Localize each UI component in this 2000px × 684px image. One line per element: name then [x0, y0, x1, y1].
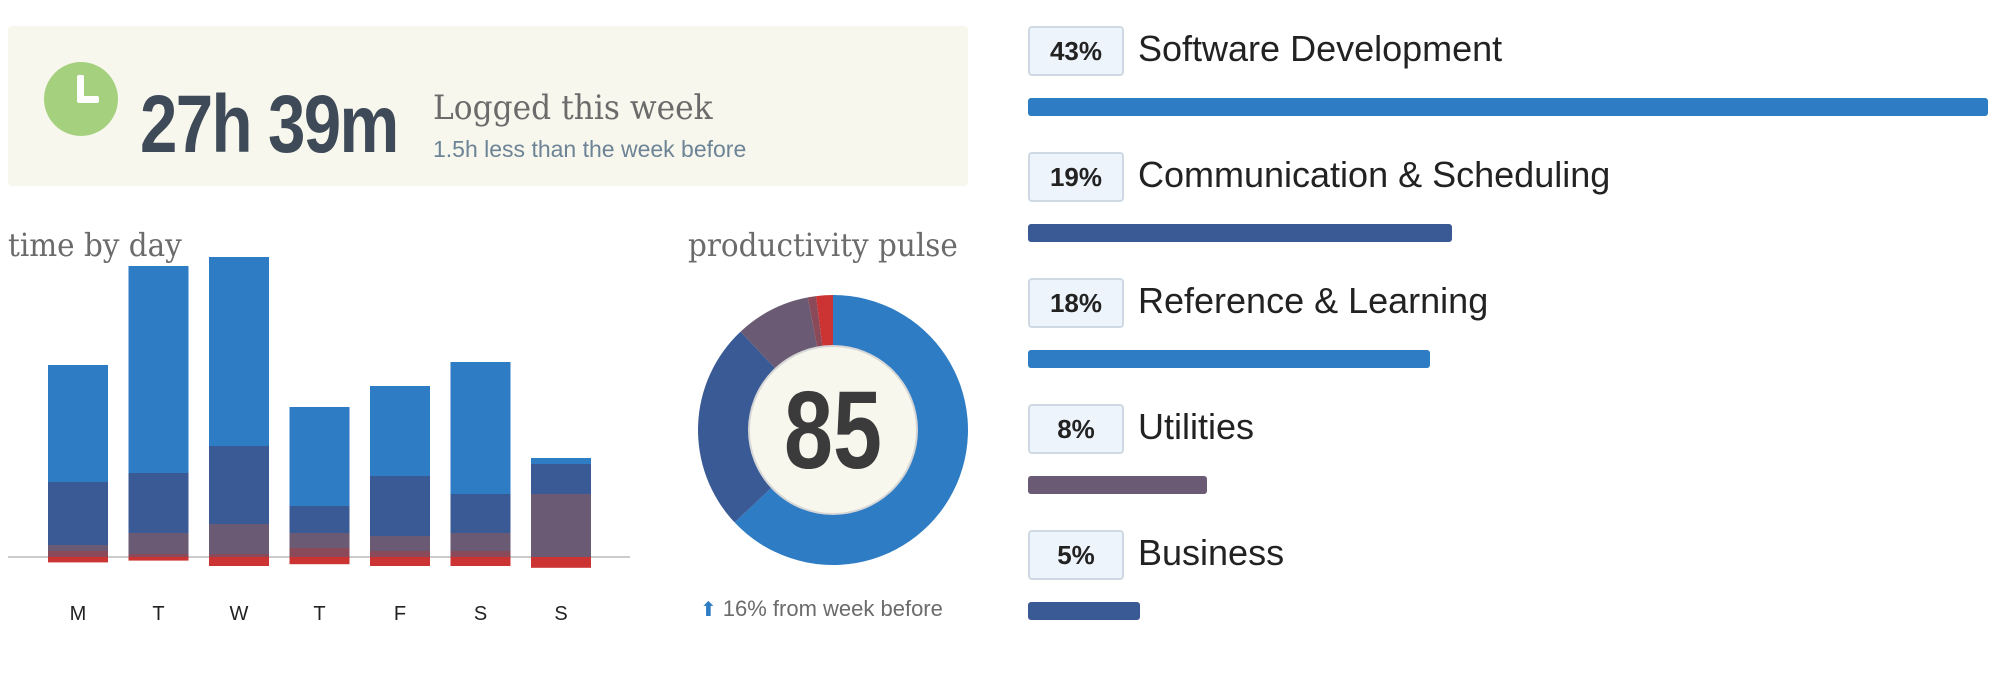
- category-percent-badge: 18%: [1028, 278, 1124, 328]
- category-item[interactable]: 19% Communication & Scheduling: [1028, 152, 2000, 272]
- day-tick-label: W: [230, 603, 249, 625]
- bar-segment[interactable]: [531, 458, 591, 464]
- pulse-slice[interactable]: [807, 296, 823, 348]
- category-item[interactable]: 8% Utilities: [1028, 404, 2000, 524]
- bar-segment[interactable]: [450, 362, 511, 494]
- category-bar-fill: [1028, 98, 1988, 116]
- pulse-slice[interactable]: [816, 295, 833, 347]
- bar-segment[interactable]: [289, 557, 350, 565]
- bar-segment[interactable]: [209, 446, 269, 524]
- pulse-score: 85: [784, 370, 882, 493]
- bar-segment[interactable]: [289, 407, 350, 506]
- total-logged-time: 27h 39m: [140, 79, 399, 170]
- bar-segment[interactable]: [209, 557, 269, 566]
- bar-segment[interactable]: [370, 557, 430, 566]
- bar-segment[interactable]: [450, 494, 511, 533]
- pulse-slice[interactable]: [734, 295, 968, 565]
- category-bar-fill: [1028, 224, 1453, 242]
- bar-segment[interactable]: [450, 551, 511, 557]
- bar-segment[interactable]: [209, 554, 269, 557]
- category-bar-track: [1028, 476, 1988, 494]
- pulse-slice[interactable]: [698, 331, 776, 523]
- bar-segment[interactable]: [209, 524, 269, 554]
- bar-segment[interactable]: [289, 533, 350, 548]
- bar-segment[interactable]: [128, 533, 189, 554]
- pulse-center: [748, 345, 918, 515]
- category-bar-track: [1028, 602, 1988, 620]
- category-name: Reference & Learning: [1138, 280, 1489, 321]
- logged-this-week-label: Logged this week: [433, 88, 713, 128]
- weekly-summary-panel: 27h 39m Logged this week 1.5h less than …: [8, 26, 968, 186]
- bar-segment[interactable]: [128, 557, 189, 561]
- category-bar-track: [1028, 224, 1988, 242]
- category-name: Software Development: [1138, 28, 1503, 69]
- pulse-change-note: ⬆ 16% from week before: [700, 596, 943, 622]
- bar-segment[interactable]: [450, 533, 511, 551]
- day-tick-label: T: [313, 603, 325, 625]
- category-name: Business: [1138, 532, 1285, 573]
- day-tick-label: S: [554, 603, 567, 625]
- day-tick-label: S: [474, 603, 487, 625]
- bar-segment[interactable]: [128, 266, 189, 473]
- category-percent-badge: 19%: [1028, 152, 1124, 202]
- category-bar-track: [1028, 98, 1988, 116]
- clock-icon: [44, 62, 118, 136]
- category-item[interactable]: 5% Business: [1028, 530, 2000, 650]
- bar-segment[interactable]: [48, 545, 108, 551]
- category-bar-fill: [1028, 602, 1140, 620]
- day-tick-label: F: [394, 603, 406, 625]
- category-item[interactable]: 18% Reference & Learning: [1028, 278, 2000, 398]
- bar-segment[interactable]: [48, 551, 108, 557]
- productivity-pulse-chart: 85: [698, 295, 968, 565]
- bar-segment[interactable]: [128, 473, 189, 533]
- category-name: Utilities: [1138, 406, 1255, 447]
- bar-segment[interactable]: [531, 557, 591, 568]
- day-tick-label: M: [70, 603, 87, 625]
- bar-segment[interactable]: [289, 548, 350, 557]
- bar-segment[interactable]: [370, 476, 430, 536]
- category-percent-badge: 5%: [1028, 530, 1124, 580]
- category-percent-badge: 43%: [1028, 26, 1124, 76]
- category-percent-badge: 8%: [1028, 404, 1124, 454]
- category-bar-track: [1028, 350, 1988, 368]
- time-by-day-title: time by day: [8, 226, 182, 264]
- day-tick-label: T: [152, 603, 164, 625]
- bar-segment[interactable]: [370, 386, 430, 476]
- category-bar-fill: [1028, 350, 1430, 368]
- bar-segment[interactable]: [48, 482, 108, 545]
- bar-segment[interactable]: [209, 257, 269, 446]
- bar-segment[interactable]: [370, 551, 430, 557]
- bar-segment[interactable]: [531, 464, 591, 494]
- bar-segment[interactable]: [531, 494, 591, 557]
- bar-segment[interactable]: [48, 365, 108, 482]
- pulse-change-text: 16% from week before: [722, 596, 943, 621]
- bar-segment[interactable]: [128, 554, 189, 557]
- arrow-up-icon: ⬆: [700, 599, 717, 621]
- bar-segment[interactable]: [48, 557, 108, 563]
- bar-segment[interactable]: [450, 557, 511, 566]
- pulse-slice[interactable]: [740, 297, 818, 369]
- week-delta-text: 1.5h less than the week before: [433, 136, 747, 162]
- category-item[interactable]: 43% Software Development: [1028, 26, 2000, 146]
- productivity-pulse-title: productivity pulse: [688, 226, 958, 264]
- category-name: Communication & Scheduling: [1138, 154, 1611, 195]
- bar-segment[interactable]: [289, 506, 350, 533]
- category-bar-fill: [1028, 476, 1207, 494]
- bar-segment[interactable]: [370, 536, 430, 551]
